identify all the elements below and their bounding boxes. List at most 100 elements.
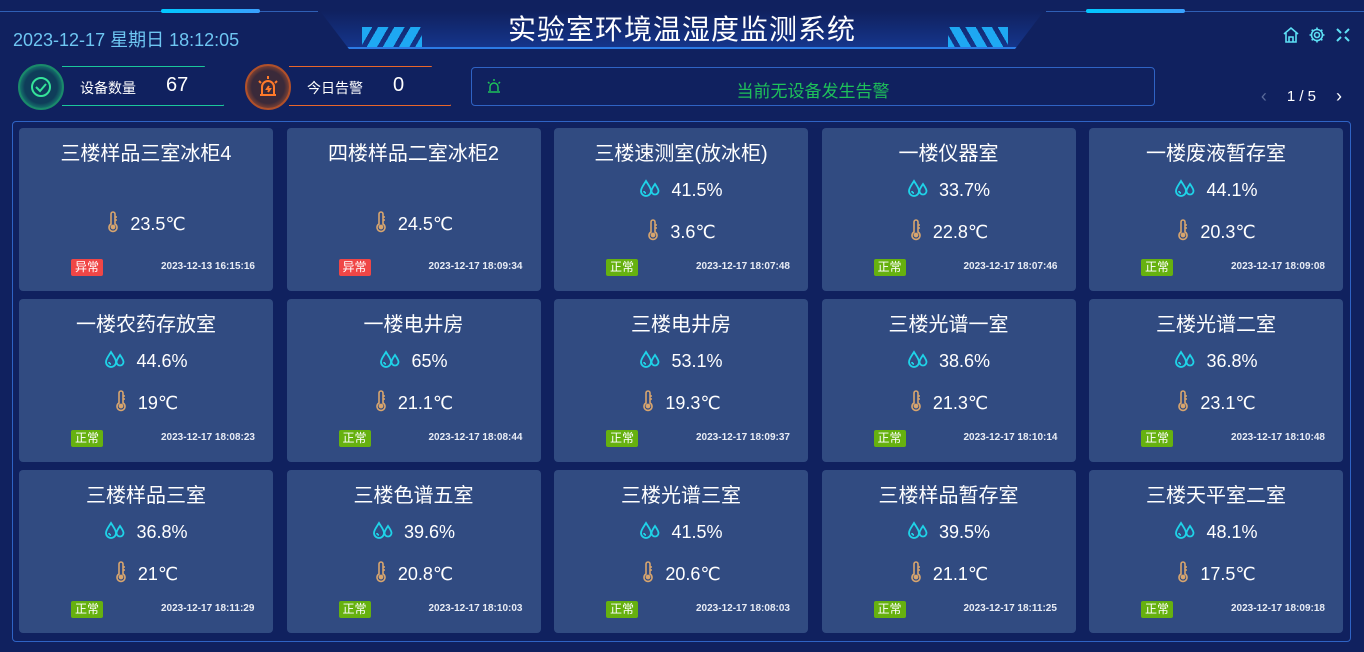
temperature-row: 22.8℃ bbox=[822, 219, 1076, 246]
temperature-row: 24.5℃ bbox=[287, 211, 541, 238]
humidity-icon bbox=[639, 178, 661, 203]
temperature-row: 20.6℃ bbox=[554, 561, 808, 588]
humidity-row: 53.1% bbox=[554, 349, 808, 374]
header-glow-left bbox=[161, 9, 260, 13]
thermometer-icon bbox=[106, 211, 120, 238]
humidity-icon bbox=[379, 349, 401, 374]
status-badge: 异常 bbox=[71, 259, 104, 276]
update-time: 2023-12-17 18:09:08 bbox=[1231, 261, 1325, 272]
humidity-value: 53.1% bbox=[671, 351, 723, 371]
prev-page-button[interactable]: ‹ bbox=[1260, 86, 1267, 106]
temperature-value: 17.5℃ bbox=[1200, 564, 1256, 584]
temperature-row: 19.3℃ bbox=[554, 390, 808, 417]
device-card[interactable]: 三楼速测室(放冰柜) 41.5% 3.6℃ 正常 2023-12-17 18:07:48 bbox=[554, 128, 808, 291]
temperature-value: 21.1℃ bbox=[932, 564, 989, 584]
temperature-value: 21.1℃ bbox=[397, 393, 454, 413]
thermometer-icon bbox=[641, 561, 655, 588]
device-name: 一楼农药存放室 bbox=[76, 314, 216, 336]
humidity-value: 39.5% bbox=[938, 522, 991, 542]
update-time: 2023-12-17 18:11:29 bbox=[161, 603, 255, 614]
status-badge: 正常 bbox=[338, 430, 371, 447]
temperature-row: 3.6℃ bbox=[554, 219, 808, 246]
temperature-value: 20.8℃ bbox=[397, 564, 454, 584]
humidity-icon bbox=[639, 349, 661, 374]
humidity-row: 41.5% bbox=[554, 520, 808, 545]
thermometer-icon bbox=[114, 390, 128, 417]
status-badge: 正常 bbox=[606, 601, 639, 618]
temperature-value: 19.3℃ bbox=[665, 393, 721, 413]
temperature-row: 21.1℃ bbox=[287, 390, 541, 417]
thermometer-icon bbox=[909, 561, 923, 588]
home-icon[interactable] bbox=[1282, 26, 1300, 44]
humidity-value: 44.6% bbox=[136, 351, 188, 371]
fullscreen-icon[interactable] bbox=[1334, 26, 1352, 44]
humidity-row: 39.5% bbox=[822, 520, 1076, 545]
status-badge: 正常 bbox=[1141, 430, 1174, 447]
update-time: 2023-12-17 18:09:18 bbox=[1231, 603, 1325, 614]
device-card[interactable]: 一楼电井房 65% 21.1℃ 正常 2023-12-17 18:08:44 bbox=[286, 299, 541, 462]
humidity-value: 65% bbox=[411, 351, 448, 371]
temperature-row: 20.8℃ bbox=[287, 561, 541, 588]
device-name: 三楼样品暂存室 bbox=[878, 485, 1019, 507]
humidity-row: 44.1% bbox=[1089, 178, 1343, 203]
temperature-row: 23.1℃ bbox=[1089, 390, 1343, 417]
humidity-icon bbox=[1174, 520, 1196, 545]
device-card[interactable]: 四楼样品二室冰柜2 24.5℃ 异常 2023-12-17 18:09:34 bbox=[286, 128, 541, 291]
device-card[interactable]: 三楼天平室二室 48.1% 17.5℃ 正常 2023-12-17 18:09:18 bbox=[1089, 470, 1343, 633]
thermometer-icon bbox=[374, 211, 388, 238]
device-card[interactable]: 一楼农药存放室 44.6% 19℃ 正常 2023-12-17 18:08:23 bbox=[19, 299, 273, 462]
temperature-value: 24.5℃ bbox=[397, 214, 454, 234]
humidity-icon bbox=[104, 520, 126, 545]
thermometer-icon bbox=[909, 390, 923, 417]
update-time: 2023-12-17 18:08:23 bbox=[161, 432, 255, 443]
humidity-row: 38.6% bbox=[822, 349, 1076, 374]
update-time: 2023-12-17 18:07:46 bbox=[963, 261, 1058, 272]
temperature-row: 20.3℃ bbox=[1089, 219, 1343, 246]
humidity-row: 36.8% bbox=[19, 520, 273, 545]
page-title: 实验室环境温湿度监测系统 bbox=[507, 14, 857, 45]
device-card[interactable]: 三楼光谱一室 38.6% 21.3℃ 正常 2023-12-17 18:10:14 bbox=[821, 299, 1076, 462]
device-card[interactable]: 三楼色谱五室 39.6% 20.8℃ 正常 2023-12-17 18:10:03 bbox=[286, 470, 541, 633]
thermometer-icon bbox=[909, 219, 923, 246]
status-badge: 正常 bbox=[338, 601, 371, 618]
device-card[interactable]: 一楼仪器室 33.7% 22.8℃ 正常 2023-12-17 18:07:46 bbox=[821, 128, 1076, 291]
alarm-light-icon bbox=[486, 78, 502, 99]
next-page-button[interactable]: › bbox=[1336, 86, 1342, 106]
device-name: 三楼光谱二室 bbox=[1156, 314, 1276, 336]
humidity-icon bbox=[372, 520, 394, 545]
device-name: 三楼光谱三室 bbox=[621, 485, 741, 507]
alarm-message: 当前无设备发生告警 bbox=[736, 82, 890, 101]
today-alarm-value: 0 bbox=[393, 74, 405, 96]
gear-icon[interactable] bbox=[1308, 26, 1326, 44]
device-card[interactable]: 三楼样品暂存室 39.5% 21.1℃ 正常 2023-12-17 18:11:25 bbox=[821, 470, 1076, 633]
device-card[interactable]: 三楼光谱三室 41.5% 20.6℃ 正常 2023-12-17 18:08:03 bbox=[554, 470, 808, 633]
device-card[interactable]: 三楼样品三室冰柜4 23.5℃ 异常 2023-12-13 16:15:16 bbox=[19, 128, 273, 291]
temperature-value: 23.5℃ bbox=[130, 214, 186, 234]
update-time: 2023-12-17 18:10:48 bbox=[1231, 432, 1325, 443]
humidity-row: 44.6% bbox=[19, 349, 273, 374]
temperature-value: 21℃ bbox=[137, 564, 179, 584]
device-card[interactable]: 三楼电井房 53.1% 19.3℃ 正常 2023-12-17 18:09:37 bbox=[554, 299, 808, 462]
humidity-row: 39.6% bbox=[287, 520, 541, 545]
update-time: 2023-12-13 16:15:16 bbox=[161, 261, 255, 272]
device-name: 三楼样品三室冰柜4 bbox=[60, 143, 232, 165]
update-time: 2023-12-17 18:08:44 bbox=[428, 432, 523, 443]
device-name: 一楼仪器室 bbox=[898, 143, 999, 165]
status-badge: 正常 bbox=[71, 430, 104, 447]
device-name: 三楼色谱五室 bbox=[353, 485, 474, 507]
status-badge: 正常 bbox=[1141, 601, 1174, 618]
device-card[interactable]: 三楼光谱二室 36.8% 23.1℃ 正常 2023-12-17 18:10:48 bbox=[1089, 299, 1343, 462]
device-card[interactable]: 一楼废液暂存室 44.1% 20.3℃ 正常 2023-12-17 18:09:08 bbox=[1089, 128, 1343, 291]
humidity-value: 38.6% bbox=[938, 351, 991, 371]
humidity-icon bbox=[907, 349, 929, 374]
humidity-value: 41.5% bbox=[671, 180, 723, 200]
thermometer-icon bbox=[1176, 219, 1190, 246]
title-band bbox=[320, 11, 1044, 49]
thermometer-icon bbox=[114, 561, 128, 588]
alarm-banner: 当前无设备发生告警 bbox=[471, 67, 1155, 106]
device-name: 三楼光谱一室 bbox=[888, 314, 1009, 336]
humidity-value: 33.7% bbox=[938, 180, 991, 200]
device-name: 一楼废液暂存室 bbox=[1146, 143, 1286, 165]
device-grid: 三楼样品三室冰柜4 23.5℃ 异常 2023-12-13 16:15:16 四楼样品二… bbox=[12, 121, 1351, 642]
device-card[interactable]: 三楼样品三室 36.8% 21℃ 正常 2023-12-17 18:11:29 bbox=[19, 470, 273, 633]
